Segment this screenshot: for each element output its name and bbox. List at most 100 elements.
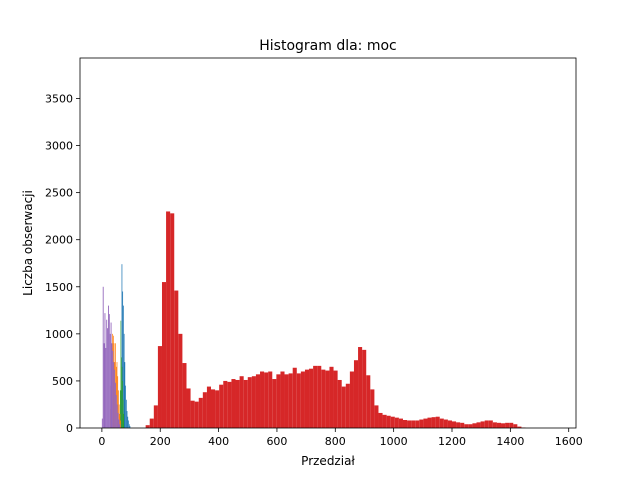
histogram-bar xyxy=(123,305,124,428)
histogram-bar xyxy=(211,389,216,428)
histogram-bar xyxy=(288,373,293,428)
histogram-bar xyxy=(103,343,105,428)
histogram-bar xyxy=(268,371,273,428)
y-tick-label: 1500 xyxy=(45,281,73,294)
histogram-bar xyxy=(411,420,416,428)
histogram-bar xyxy=(337,379,342,428)
x-tick-label: 1400 xyxy=(496,435,524,448)
histogram-bar xyxy=(296,373,301,428)
histogram-bar xyxy=(505,422,510,428)
histogram-bar xyxy=(402,420,408,428)
histogram-bar xyxy=(370,389,375,428)
histogram-bar xyxy=(317,365,322,428)
histogram-bar xyxy=(182,363,187,428)
histogram-bar xyxy=(349,371,354,428)
histogram-bar xyxy=(206,386,211,428)
histogram-bar xyxy=(464,424,469,428)
histogram-bar xyxy=(219,384,224,428)
histogram-series-1 xyxy=(119,320,125,428)
x-axis-label: Przedział xyxy=(301,454,355,468)
histogram-bar xyxy=(119,424,121,428)
y-tick-label: 1000 xyxy=(45,328,73,341)
histogram-bar xyxy=(480,421,485,428)
histogram-bar xyxy=(227,381,232,428)
x-tick-label: 800 xyxy=(325,435,346,448)
histogram-bar xyxy=(435,416,440,428)
histogram-bar xyxy=(194,401,199,428)
histogram-bar xyxy=(117,412,119,428)
histogram-bar xyxy=(309,368,314,428)
histogram-bar xyxy=(104,313,106,428)
histogram-bars xyxy=(101,211,526,428)
histogram-bar xyxy=(394,417,399,428)
histogram-bar xyxy=(128,424,130,428)
histogram-bar xyxy=(186,388,191,428)
histogram-bar xyxy=(382,414,387,428)
histogram-bar xyxy=(517,426,522,428)
histogram-bar xyxy=(329,366,334,428)
histogram-bar xyxy=(118,404,120,428)
y-tick-label: 0 xyxy=(66,422,73,435)
y-tick-label: 500 xyxy=(52,375,73,388)
histogram-bar xyxy=(118,419,120,428)
histogram-bar xyxy=(260,371,265,428)
histogram-bar xyxy=(125,399,127,428)
histogram-bar xyxy=(166,211,171,428)
histogram-bar xyxy=(111,343,113,428)
histogram-bar xyxy=(280,371,285,428)
histogram-bar xyxy=(126,411,128,428)
x-tick-label: 1600 xyxy=(555,435,583,448)
histogram-bar xyxy=(161,282,167,428)
histogram-bar xyxy=(321,369,326,428)
chart-title: Histogram dla: moc xyxy=(259,38,397,54)
histogram-bar xyxy=(468,424,473,428)
histogram-bar xyxy=(496,422,502,428)
histogram-bar xyxy=(107,328,109,428)
histogram-bar xyxy=(122,380,123,428)
histogram-bar xyxy=(105,347,107,428)
histogram-bar xyxy=(149,418,154,428)
x-tick-label: 200 xyxy=(150,435,171,448)
histogram-bar xyxy=(239,376,244,428)
histogram-bar xyxy=(121,357,122,428)
histogram-bar xyxy=(513,424,518,428)
histogram-bar xyxy=(366,375,371,428)
histogram-bar xyxy=(419,419,424,428)
histogram-bar xyxy=(106,319,108,428)
histogram-bar xyxy=(492,422,497,428)
histogram-bar xyxy=(120,420,121,428)
histogram-bar xyxy=(374,405,379,428)
histogram-bar xyxy=(202,392,207,428)
x-tick-label: 600 xyxy=(266,435,287,448)
histogram-bar xyxy=(447,420,452,428)
histogram-bar xyxy=(235,379,240,428)
histogram-bar xyxy=(190,400,195,428)
histogram-bar xyxy=(113,362,115,428)
histogram-bar xyxy=(115,395,117,428)
histogram-bar xyxy=(386,415,391,428)
histogram-bar xyxy=(427,417,432,428)
histogram-bar xyxy=(145,425,150,428)
histogram-bar xyxy=(127,416,129,428)
histogram-bar xyxy=(341,386,346,428)
histogram-bar xyxy=(488,420,493,428)
y-axis-label: Liczba obserwacji xyxy=(21,190,35,296)
histogram-bar xyxy=(276,374,281,428)
histogram-bar xyxy=(129,426,131,428)
histogram-bar xyxy=(264,372,269,428)
y-tick-label: 2500 xyxy=(45,187,73,200)
histogram-bar xyxy=(501,423,506,428)
histogram-bar xyxy=(123,333,125,428)
histogram-bar xyxy=(452,421,457,428)
histogram-bar xyxy=(117,376,119,428)
histogram-bar xyxy=(102,286,104,428)
histogram-bar xyxy=(247,377,252,428)
histogram-bar xyxy=(325,370,330,428)
histogram-bar xyxy=(114,369,116,428)
histogram-bar xyxy=(431,417,436,428)
histogram-bar xyxy=(300,371,305,428)
histogram-bar xyxy=(509,422,514,428)
histogram-bar xyxy=(101,418,103,428)
histogram-bar xyxy=(390,416,395,428)
